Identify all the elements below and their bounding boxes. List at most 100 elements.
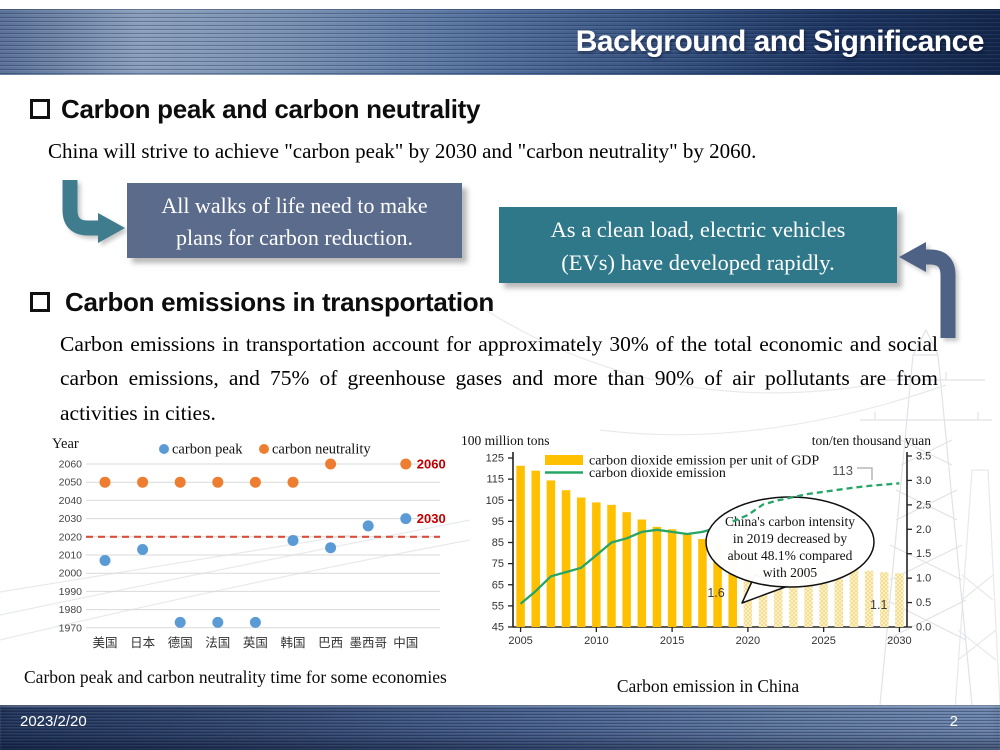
speech-bubble-text: with 2005 [763, 565, 818, 580]
data-point [212, 476, 224, 488]
bent-arrow-up-left-icon [899, 242, 956, 338]
x-category-label: 英国 [243, 636, 268, 650]
right-tick-label: 3.5 [916, 451, 931, 463]
bar [546, 480, 556, 627]
point-label: 2030 [417, 511, 446, 526]
legend-label: carbon dioxide emission per unit of GDP [589, 454, 819, 469]
x-category-label: 巴西 [318, 636, 343, 650]
bar-projected [773, 563, 783, 627]
x-category-label: 韩国 [280, 635, 305, 650]
y-tick-label: 1990 [59, 586, 83, 598]
right-tick-label: 2.5 [916, 499, 931, 511]
left-tick-label: 125 [486, 453, 504, 465]
data-point [325, 458, 337, 470]
y-tick-label: 1970 [59, 622, 83, 634]
legend-bar-swatch [545, 455, 583, 465]
square-bullet-icon [30, 99, 50, 119]
y-tick-label: 2050 [59, 477, 83, 489]
y-tick-label: 2020 [59, 531, 83, 543]
y-tick-label: 2040 [59, 495, 83, 507]
annotation-leader [857, 467, 873, 480]
legend-label: carbon neutrality [272, 442, 371, 458]
data-point [174, 476, 186, 488]
data-point [249, 476, 261, 488]
bar [637, 519, 647, 627]
data-point [137, 544, 149, 556]
bar-projected [880, 572, 889, 627]
bar [728, 548, 737, 627]
bar [607, 504, 616, 627]
speech-bubble-text: about 48.1% compared [728, 548, 853, 563]
legend-dot [259, 444, 269, 454]
left-tick-label: 95 [492, 516, 504, 528]
data-point [362, 520, 374, 532]
footer-date: 2023/2/20 [20, 713, 87, 730]
left-tick-label: 115 [486, 474, 504, 486]
bar [698, 539, 707, 627]
data-point [137, 476, 149, 488]
left-axis-unit: 100 million tons [461, 433, 550, 448]
callout-electric-vehicles: As a clean load, electric vehicles (EVs)… [499, 207, 897, 283]
left-tick-label: 55 [492, 600, 504, 612]
bar [713, 543, 722, 627]
annotation-1-6: 1.6 [707, 586, 724, 600]
data-point [99, 476, 111, 488]
left-chart-caption: Carbon peak and carbon neutrality time f… [24, 667, 447, 687]
callout-line: (EVs) have developed rapidly. [561, 249, 835, 275]
slide-header-banner: Background and Significance [0, 9, 1000, 75]
bar [592, 502, 601, 627]
left-tick-label: 85 [492, 537, 504, 549]
data-point [287, 476, 299, 488]
bar [531, 470, 540, 627]
x-category-label: 日本 [130, 636, 156, 650]
point-label: 2060 [417, 457, 446, 472]
section-heading-carbon-emissions: Carbon emissions in transportation [30, 287, 494, 318]
bar [561, 490, 571, 627]
annotation-113: 113 [832, 463, 853, 478]
bar [516, 465, 525, 627]
x-tick-label: 2030 [887, 635, 911, 647]
y-axis-title: Year [52, 436, 79, 452]
china-carbon-emission-chart: 125 115 105 95 85 75 65 55 45 3.5 3.0 2.5 2.0 1.5 1.0 0… [461, 433, 931, 647]
x-tick-label: 2015 [660, 635, 684, 647]
x-category-label: 美国 [92, 636, 117, 650]
data-point [249, 616, 261, 628]
x-tick-label: 2005 [508, 635, 532, 647]
bar [622, 512, 631, 627]
right-tick-label: 0.0 [916, 622, 931, 634]
x-category-label: 法国 [205, 636, 230, 650]
emission-line-projected [732, 482, 900, 523]
bar-projected [789, 564, 798, 627]
speech-bubble-text: China's carbon intensity [725, 514, 855, 529]
slide-title: Background and Significance [575, 25, 985, 58]
x-category-label: 墨西哥 [349, 636, 387, 650]
square-bullet-icon [30, 292, 50, 312]
data-point [400, 458, 412, 470]
bar [667, 529, 677, 627]
bar-projected [834, 567, 844, 627]
legend-label: carbon peak [172, 442, 243, 458]
data-point [400, 513, 412, 525]
x-tick-label: 2025 [811, 635, 835, 647]
legend-dot [159, 444, 169, 454]
bar-projected [819, 565, 828, 627]
slide-footer-banner: 2023/2/20 2 [0, 705, 1000, 750]
y-tick-label: 2010 [59, 550, 83, 562]
data-point [287, 534, 299, 546]
bar-projected [864, 570, 874, 627]
data-point [99, 554, 111, 566]
power-lines [0, 299, 947, 641]
right-tick-label: 0.5 [916, 597, 931, 609]
y-tick-label: 2030 [59, 513, 83, 525]
footer-page-number: 2 [949, 713, 958, 730]
section-heading-carbon-peak: Carbon peak and carbon neutrality [30, 94, 481, 125]
carbon-peak-neutrality-chart: 2060 2050 2040 2030 2020 2010 2000 1990 1980 1970… [52, 436, 446, 650]
x-tick-label: 2010 [584, 635, 608, 647]
x-category-label: 中国 [393, 635, 418, 650]
bent-arrow-down-right-icon [62, 180, 125, 243]
carbon-peak-body-text: China will strive to achieve "carbon pea… [48, 139, 757, 163]
annotation-1-1: 1.1 [870, 598, 887, 612]
transportation-body-text: Carbon emissions in transportation accou… [60, 332, 938, 425]
y-tick-label: 2060 [59, 459, 83, 471]
